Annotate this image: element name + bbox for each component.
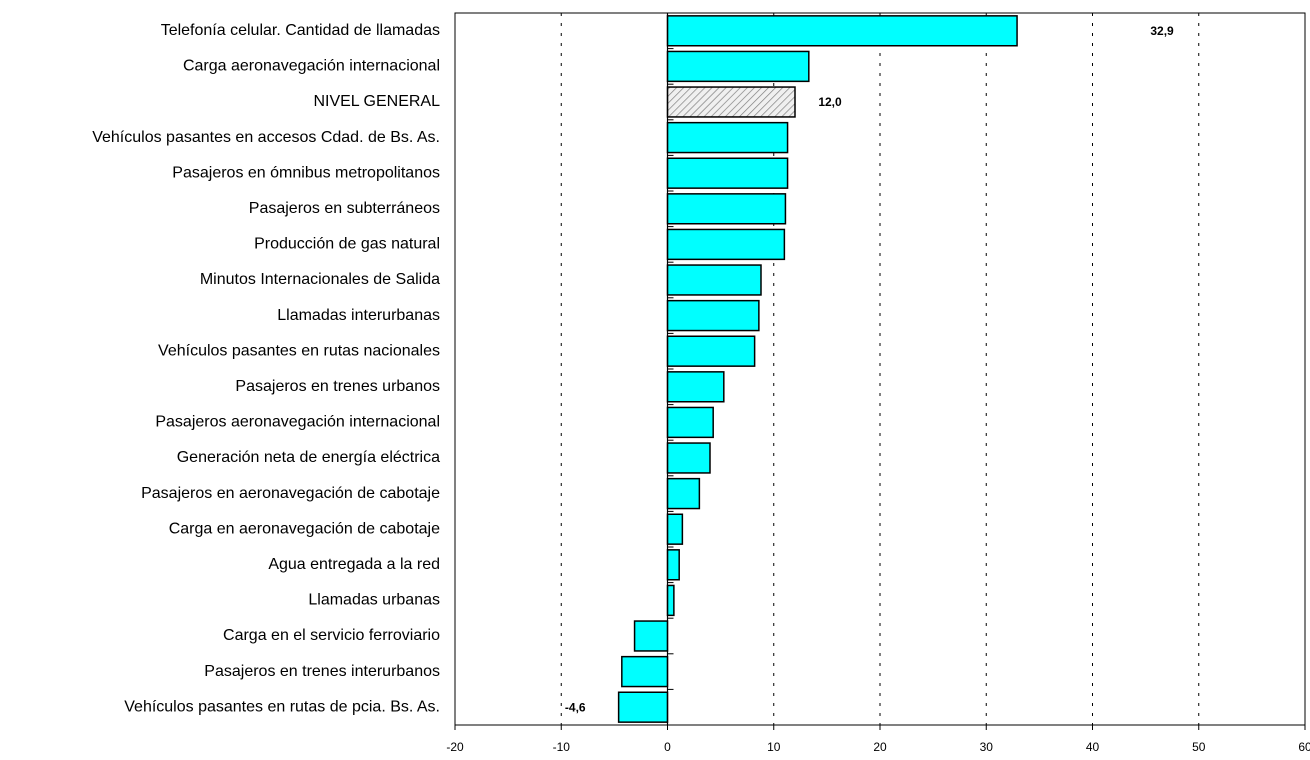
- category-label: Pasajeros en ómnibus metropolitanos: [172, 164, 440, 181]
- category-label: Vehículos pasantes en accesos Cdad. de B…: [92, 129, 440, 146]
- x-tick-label: 20: [873, 740, 887, 754]
- data-label: 32,9: [1150, 24, 1174, 38]
- bar: [666, 442, 711, 474]
- bar: [621, 655, 669, 688]
- category-label: Pasajeros en subterráneos: [249, 200, 440, 217]
- bar: [666, 193, 787, 225]
- category-label: NIVEL GENERAL: [313, 93, 440, 110]
- category-label: Producción de gas natural: [254, 236, 440, 253]
- bar: [666, 371, 725, 403]
- plot-area: [454, 12, 1306, 726]
- bar: [666, 335, 756, 367]
- bar: [666, 228, 786, 261]
- category-label: Carga aeronavegación internacional: [183, 58, 440, 75]
- x-tick-label: 10: [767, 740, 781, 754]
- x-tick-label: -20: [446, 740, 464, 754]
- category-label: Telefonía celular. Cantidad de llamadas: [161, 22, 440, 39]
- data-label: 12,0: [818, 95, 842, 109]
- bar: [617, 691, 669, 723]
- bar: [666, 406, 714, 439]
- bar: [666, 86, 796, 118]
- bar: [633, 620, 669, 652]
- category-labels: Telefonía celular. Cantidad de llamadas C…: [92, 22, 440, 715]
- category-label: Vehículos pasantes en rutas de pcia. Bs.…: [124, 698, 440, 715]
- bar: [666, 15, 1018, 47]
- x-tick-label: 50: [1192, 740, 1206, 754]
- data-label: -4,6: [565, 700, 586, 714]
- category-label: Minutos Internacionales de Salida: [200, 271, 440, 288]
- x-tick-label: 60: [1298, 740, 1310, 754]
- category-label: Pasajeros en aeronavegación de cabotaje: [141, 485, 440, 502]
- category-label: Carga en aeronavegación de cabotaje: [169, 520, 440, 537]
- bar: [666, 584, 675, 617]
- bar: [666, 513, 684, 545]
- bar: [666, 157, 789, 189]
- category-label: Carga en el servicio ferroviario: [223, 627, 440, 644]
- bars: [617, 15, 1018, 723]
- x-axis: -20 -10 0 10 20 30 40 50 60: [446, 12, 1310, 754]
- bar: [666, 477, 701, 510]
- category-label: Llamadas interurbanas: [277, 307, 440, 324]
- x-tick-label: -10: [553, 740, 571, 754]
- category-label: Vehículos pasantes en rutas nacionales: [158, 342, 440, 359]
- x-tick-label: 40: [1086, 740, 1100, 754]
- x-tick-label: 30: [980, 740, 994, 754]
- category-label: Generación neta de energía eléctrica: [177, 449, 440, 466]
- bar: [666, 264, 762, 296]
- bar: [666, 549, 680, 581]
- data-labels: 32,9 12,0 -4,6: [565, 24, 1174, 714]
- category-label: Agua entregada a la red: [268, 556, 440, 573]
- category-label: Pasajeros aeronavegación internacional: [155, 414, 440, 431]
- bar: [666, 50, 810, 83]
- category-label: Pasajeros en trenes urbanos: [235, 378, 440, 395]
- x-tick-label: 0: [664, 740, 671, 754]
- category-label: Llamadas urbanas: [308, 592, 440, 609]
- category-label: Pasajeros en trenes interurbanos: [204, 663, 440, 680]
- bar: [666, 121, 789, 154]
- bar: [666, 299, 760, 332]
